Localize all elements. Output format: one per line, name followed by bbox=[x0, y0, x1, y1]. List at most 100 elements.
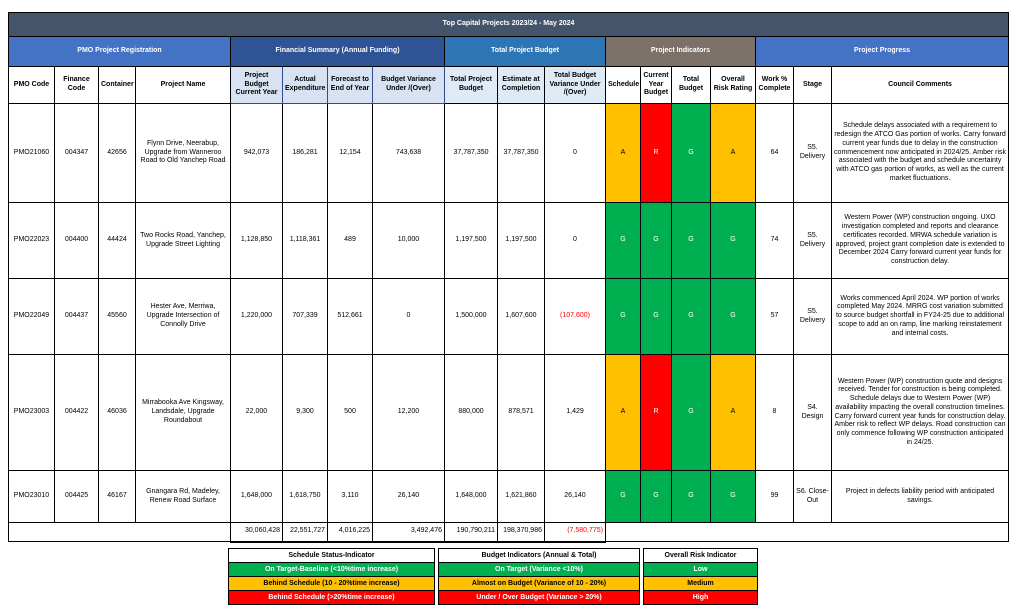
cell-total-project-budget: 37,787,350 bbox=[444, 103, 498, 203]
group-project-indicators: Project Indicators bbox=[605, 36, 756, 67]
cell-project-budget-current-year: 1,648,000 bbox=[230, 470, 283, 523]
cell-total-budget-variance: 26,140 bbox=[544, 470, 606, 523]
indicator-overall-risk: A bbox=[710, 103, 756, 203]
cell-finance-code: 004437 bbox=[54, 278, 99, 355]
top-capital-projects-report: Top Capital Projects 2023/24 - May 2024 … bbox=[7, 12, 1010, 543]
cell-finance-code: 004347 bbox=[54, 103, 99, 203]
legend-risk-header: Overall Risk Indicator bbox=[643, 548, 758, 563]
total-project-budget-current-year: 30,060,428 bbox=[230, 522, 283, 543]
cell-project-budget-current-year: 22,000 bbox=[230, 354, 283, 471]
legend-risk-green: Low bbox=[643, 562, 758, 577]
cell-work-pct: 74 bbox=[755, 202, 794, 279]
cell-budget-variance: 26,140 bbox=[372, 470, 445, 523]
cell-total-budget-variance: (107,600) bbox=[544, 278, 606, 355]
cell-container: 44424 bbox=[98, 202, 136, 279]
col-estimate-at-completion: Estimate at Completion bbox=[497, 66, 545, 104]
cell-council-comments: Western Power (WP) construction quote an… bbox=[830, 354, 1010, 471]
projects-table: Top Capital Projects 2023/24 - May 2024 … bbox=[7, 12, 1010, 543]
col-forecast-to-end-of-year: Forecast to End of Year bbox=[327, 66, 373, 104]
col-current-year-budget: Current Year Budget bbox=[640, 66, 672, 104]
indicator-overall-risk: G bbox=[710, 470, 756, 523]
cell-actual-expenditure: 1,618,750 bbox=[282, 470, 328, 523]
indicator-current-year-budget: G bbox=[640, 202, 672, 279]
cell-total-project-budget: 1,197,500 bbox=[444, 202, 498, 279]
group-pmo-registration: PMO Project Registration bbox=[8, 36, 231, 67]
cell-project-name: Flynn Drive, Neerabup, Upgrade from Wann… bbox=[135, 103, 231, 203]
indicator-total-budget: G bbox=[671, 278, 711, 355]
cell-stage: S5. Delivery bbox=[793, 103, 832, 203]
table-row: PMO22023 004400 44424 Two Rocks Road, Ya… bbox=[8, 202, 1010, 279]
cell-budget-variance: 10,000 bbox=[372, 202, 445, 279]
cell-total-project-budget: 1,648,000 bbox=[444, 470, 498, 523]
total-actual-expenditure: 22,551,727 bbox=[282, 522, 328, 543]
cell-container: 46036 bbox=[98, 354, 136, 471]
group-header-row: PMO Project Registration Financial Summa… bbox=[8, 36, 1010, 67]
legend-risk-red: High bbox=[643, 590, 758, 605]
cell-actual-expenditure: 186,281 bbox=[282, 103, 328, 203]
legend-budget-red: Under / Over Budget (Variance > 20%) bbox=[438, 590, 640, 605]
indicator-total-budget: G bbox=[671, 103, 711, 203]
legend-risk-amber: Medium bbox=[643, 576, 758, 591]
col-council-comments: Council Comments bbox=[830, 66, 1010, 104]
cell-forecast: 500 bbox=[327, 354, 373, 471]
cell-pmo-code: PMO22049 bbox=[8, 278, 55, 355]
cell-council-comments: Project in defects liability period with… bbox=[830, 470, 1010, 523]
total-total-budget-variance: (7,580,775) bbox=[544, 522, 606, 543]
col-schedule: Schedule bbox=[605, 66, 641, 104]
legend-budget-amber: Almost on Budget (Variance of 10 - 20%) bbox=[438, 576, 640, 591]
legend-schedule-red: Behind Schedule (>20%time increase) bbox=[228, 590, 435, 605]
cell-estimate-at-completion: 878,571 bbox=[497, 354, 545, 471]
cell-budget-variance: 743,638 bbox=[372, 103, 445, 203]
title-row: Top Capital Projects 2023/24 - May 2024 bbox=[7, 12, 1010, 37]
legend-budget-header: Budget Indicators (Annual & Total) bbox=[438, 548, 640, 563]
cell-project-budget-current-year: 1,220,000 bbox=[230, 278, 283, 355]
indicator-schedule: G bbox=[605, 278, 641, 355]
totals-spacer-left bbox=[8, 522, 231, 542]
group-total-project-budget: Total Project Budget bbox=[444, 36, 606, 67]
cell-stage: S4. Design bbox=[793, 354, 832, 471]
cell-total-budget-variance: 1,429 bbox=[544, 354, 606, 471]
indicator-current-year-budget: R bbox=[640, 354, 672, 471]
legend-budget: Budget Indicators (Annual & Total) On Ta… bbox=[438, 548, 640, 605]
indicator-current-year-budget: R bbox=[640, 103, 672, 203]
cell-estimate-at-completion: 1,607,600 bbox=[497, 278, 545, 355]
cell-stage: S5. Delivery bbox=[793, 278, 832, 355]
col-pmo-code: PMO Code bbox=[8, 66, 55, 104]
indicator-schedule: A bbox=[605, 354, 641, 471]
cell-stage: S5. Delivery bbox=[793, 202, 832, 279]
indicator-total-budget: G bbox=[671, 354, 711, 471]
cell-project-name: Two Rocks Road, Yanchep, Upgrade Street … bbox=[135, 202, 231, 279]
col-budget-variance: Budget Variance Under /(Over) bbox=[372, 66, 445, 104]
legend-risk: Overall Risk Indicator Low Medium High bbox=[643, 548, 758, 605]
legend-budget-green: On Target (Variance <10%) bbox=[438, 562, 640, 577]
cell-actual-expenditure: 1,118,361 bbox=[282, 202, 328, 279]
cell-project-name: Gnangara Rd, Madeley, Renew Road Surface bbox=[135, 470, 231, 523]
cell-actual-expenditure: 707,339 bbox=[282, 278, 328, 355]
col-actual-expenditure: Actual Expenditure bbox=[282, 66, 328, 104]
indicator-total-budget: G bbox=[671, 470, 711, 523]
totals-row: 30,060,428 22,551,727 4,016,225 3,492,47… bbox=[8, 522, 1010, 543]
col-stage: Stage bbox=[793, 66, 832, 104]
cell-estimate-at-completion: 37,787,350 bbox=[497, 103, 545, 203]
legend-schedule-header: Schedule Status-Indicator bbox=[228, 548, 435, 563]
cell-forecast: 12,154 bbox=[327, 103, 373, 203]
cell-finance-code: 004425 bbox=[54, 470, 99, 523]
indicator-current-year-budget: G bbox=[640, 470, 672, 523]
cell-work-pct: 64 bbox=[755, 103, 794, 203]
indicator-legend: Schedule Status-Indicator On Target-Base… bbox=[228, 548, 758, 605]
column-header-row: PMO Code Finance Code Container Project … bbox=[8, 66, 1010, 104]
col-finance-code: Finance Code bbox=[54, 66, 99, 104]
cell-stage: S6. Close-Out bbox=[793, 470, 832, 523]
cell-project-budget-current-year: 942,073 bbox=[230, 103, 283, 203]
col-total-budget-variance: Total Budget Variance Under /(Over) bbox=[544, 66, 606, 104]
total-forecast: 4,016,225 bbox=[327, 522, 373, 543]
indicator-overall-risk: G bbox=[710, 278, 756, 355]
report-title: Top Capital Projects 2023/24 - May 2024 bbox=[7, 12, 1010, 37]
total-total-project-budget: 190,790,211 bbox=[444, 522, 498, 543]
table-row: PMO23003 004422 46036 Mirrabooka Ave Kin… bbox=[8, 354, 1010, 471]
col-project-name: Project Name bbox=[135, 66, 231, 104]
cell-forecast: 512,661 bbox=[327, 278, 373, 355]
cell-pmo-code: PMO22023 bbox=[8, 202, 55, 279]
cell-work-pct: 8 bbox=[755, 354, 794, 471]
cell-pmo-code: PMO23003 bbox=[8, 354, 55, 471]
